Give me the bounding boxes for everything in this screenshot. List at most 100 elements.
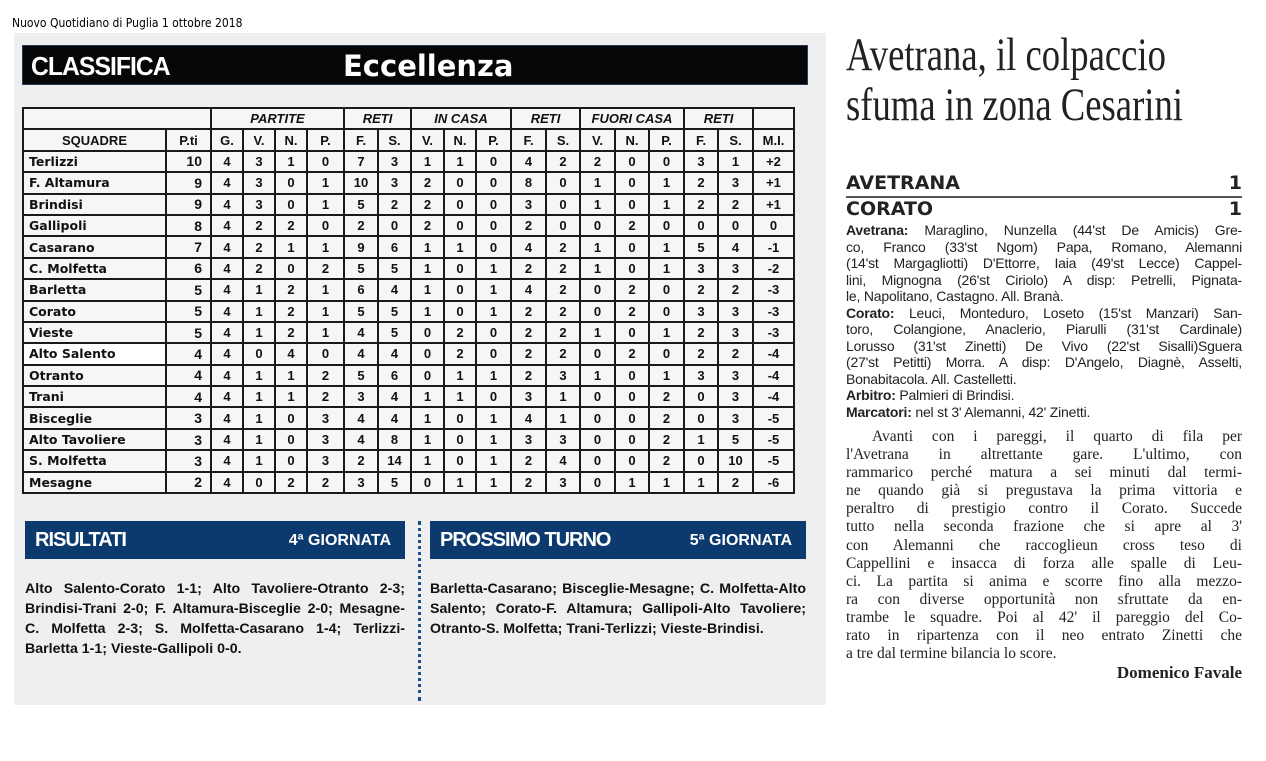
column-header: V.	[410, 128, 445, 152]
stat-cell: 1	[648, 320, 685, 345]
stat-cell: 2	[614, 278, 650, 302]
stat-cell: 1	[683, 427, 719, 452]
body-line: con Alemanni che raccoglieun cross teso …	[846, 536, 1242, 554]
stat-cell: 1	[475, 406, 512, 430]
stat-cell: 4	[210, 470, 244, 495]
stat-cell: 0	[545, 171, 581, 195]
standings-row: Vieste 5 4 1 2 1 4 5 0 2 0 2 2 1 0 1 2 3 -3	[22, 320, 795, 345]
lineup-line: lini, Mignogna (26'st Ciriolo) A disp: P…	[846, 272, 1242, 289]
headline: Avetrana, il colpaccio sfuma in zona Ces…	[846, 29, 1183, 130]
standings-row: Gallipoli 8 4 2 2 0 2 0 2 0 0 2 0 0 2 0 0 0 0	[22, 213, 795, 238]
stat-cell: 1	[545, 385, 581, 409]
body-line: peraltro di prestigio contro il Corato. …	[846, 500, 1242, 518]
stat-cell: 10	[343, 171, 379, 195]
stat-cell: 2	[410, 171, 445, 195]
stat-cell: 1	[306, 171, 345, 195]
stat-cell: 1	[410, 149, 445, 174]
stat-cell: 1	[475, 256, 512, 281]
stat-cell: 2	[510, 299, 547, 323]
stat-cell: 1	[242, 385, 276, 409]
stat-cell: 4	[510, 278, 547, 302]
body-line: ra con diverse opportunità non sfruttate…	[846, 590, 1242, 608]
stat-cell: 3	[683, 149, 719, 174]
lineup-text: Palmieri di Brindisi.	[895, 387, 1015, 403]
stat-cell: 0	[614, 385, 650, 409]
stat-cell: +1	[752, 171, 795, 195]
stat-cell: 1	[443, 149, 477, 174]
stat-cell: 4	[717, 235, 754, 259]
stat-cell: 0	[443, 256, 477, 281]
stat-cell: 0	[410, 342, 445, 366]
team-name: Bisceglie	[22, 406, 167, 430]
headline-line: Avetrana, il colpaccio	[846, 29, 1166, 81]
stat-cell: +1	[752, 192, 795, 216]
team-name: Otranto	[22, 363, 167, 388]
standings-row: Terlizzi 10 4 3 1 0 7 3 1 1 0 4 2 2 0 0 3 1 +2	[22, 149, 795, 174]
stat-cell: 1	[648, 235, 685, 259]
stat-cell: 2	[274, 470, 308, 495]
team-name: Trani	[22, 385, 167, 409]
classifica-title: CLASSIFICA	[31, 51, 171, 81]
stat-cell: 5	[683, 235, 719, 259]
lineup-line: Arbitro: Palmieri di Brindisi.	[846, 387, 1242, 404]
blank-header	[22, 106, 212, 131]
stat-cell: 8	[510, 171, 547, 195]
stat-cell: 1	[475, 299, 512, 323]
stat-cell: -5	[752, 406, 795, 430]
points: 6	[165, 256, 212, 281]
prossimo-turno-round: 5ª GIORNATA	[689, 532, 792, 549]
risultati-text: Alto Salento-Corato 1-1; Alto Tavoliere-…	[25, 581, 405, 657]
stat-cell: 0	[579, 299, 616, 323]
stat-cell: 1	[242, 320, 276, 345]
stat-cell: 1	[443, 235, 477, 259]
points: 4	[165, 342, 212, 366]
stat-cell: 2	[510, 342, 547, 366]
stat-cell: 0	[683, 406, 719, 430]
team-name: F. Altamura	[22, 171, 167, 195]
stat-cell: 1	[410, 449, 445, 473]
stat-cell: 5	[377, 470, 412, 495]
stat-cell: -6	[752, 470, 795, 495]
lineup-text: toro, Colangione, Anaclerio, Piarulli (3…	[846, 321, 1242, 337]
points: 5	[165, 320, 212, 345]
stat-cell: 3	[343, 470, 379, 495]
stat-cell: 2	[242, 213, 276, 238]
stat-cell: 2	[717, 342, 754, 366]
stat-cell: 0	[648, 299, 685, 323]
stat-cell: 0	[614, 449, 650, 473]
body-line: trambe le squadre. Poi al 42' il pareggi…	[846, 608, 1242, 626]
stat-cell: 0	[648, 149, 685, 174]
stat-cell: 1	[242, 278, 276, 302]
stat-cell: 1	[410, 235, 445, 259]
lineup-line: (14'st Margagliotti) D'Ettorre, Iaia (49…	[846, 255, 1242, 272]
stat-cell: 0	[717, 213, 754, 238]
stat-cell: 2	[614, 299, 650, 323]
stat-cell: 1	[648, 363, 685, 388]
points: 9	[165, 192, 212, 216]
stat-cell: 2	[410, 192, 445, 216]
stat-cell: 1	[683, 470, 719, 495]
stat-cell: 0	[377, 213, 412, 238]
stat-cell: 4	[210, 385, 244, 409]
stat-cell: 6	[343, 278, 379, 302]
stat-cell: 2	[545, 342, 581, 366]
lineup-label: Marcatori:	[846, 403, 912, 420]
stat-cell: 2	[242, 256, 276, 281]
stat-cell: 1	[648, 470, 685, 495]
team-name: Mesagne	[22, 470, 167, 495]
lineup-text: le, Napolitano, Castagno. All. Branà.	[846, 288, 1064, 304]
stat-cell: 3	[683, 363, 719, 388]
stat-cell: 1	[648, 171, 685, 195]
stat-cell: 5	[343, 363, 379, 388]
stat-cell: 4	[377, 278, 412, 302]
stat-cell: 1	[306, 278, 345, 302]
lineup-line: Corato: Leuci, Monteduro, Loseto (15'st …	[846, 305, 1242, 322]
stat-cell: 3	[510, 192, 547, 216]
stat-cell: 4	[377, 385, 412, 409]
stat-cell: 5	[343, 299, 379, 323]
stat-cell: 1	[410, 406, 445, 430]
team-name: Terlizzi	[22, 149, 167, 174]
standings-row: Casarano 7 4 2 1 1 9 6 1 1 0 4 2 1 0 1 5 4 -1	[22, 235, 795, 259]
team-name: S. Molfetta	[22, 449, 167, 473]
body-line: l'Avetrana in altrettante gare. L'ultimo…	[846, 446, 1242, 464]
